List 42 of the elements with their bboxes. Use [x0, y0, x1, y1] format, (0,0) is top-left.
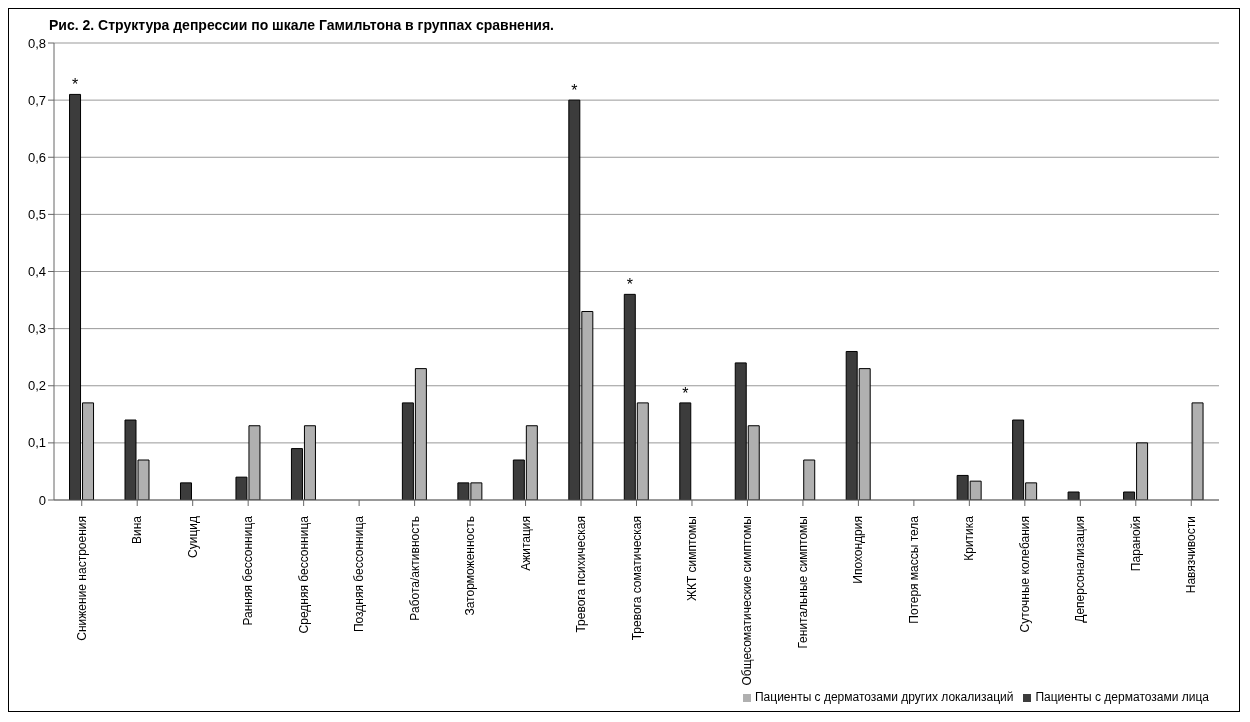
bar: [179, 482, 192, 500]
chart-title: Рис. 2. Структура депрессии по шкале Гамильтона в группах сравнения.: [49, 17, 555, 33]
y-tick-label: 0,3: [27, 321, 46, 337]
annotation: *: [682, 384, 689, 402]
y-tick-label: 0,5: [27, 206, 46, 222]
bar: [1067, 491, 1080, 500]
x-tick-label: Деперсонализация: [1073, 516, 1088, 623]
x-tick-label: Поздняя бессонница: [352, 515, 367, 633]
annotation: *: [626, 276, 633, 294]
x-tick-label: Работа/активность: [407, 516, 422, 621]
annotation: *: [571, 82, 578, 100]
y-tick-label: 0,1: [27, 435, 46, 451]
y-tick-label: 0,4: [27, 264, 46, 280]
bar: [679, 402, 692, 500]
x-tick-label: Генитальные симптомы: [795, 516, 810, 649]
x-tick-label: Ажитация: [518, 516, 533, 571]
x-tick-label: Заторможенность: [463, 516, 478, 616]
legend-label: Пациенты с дерматозами других локализаций: [754, 690, 1014, 704]
x-tick-label: Тревога психическая: [574, 516, 589, 633]
x-tick-label: Навязчивости: [1184, 516, 1199, 594]
y-tick-label: 0,2: [27, 378, 46, 394]
bar: [1191, 402, 1204, 500]
x-tick-label: ЖКТ симптомы: [684, 516, 699, 602]
x-tick-label: Снижение настроения: [74, 516, 89, 641]
legend-label: Пациенты с дерматозами лица: [1035, 690, 1209, 704]
y-tick-label: 0,8: [27, 35, 46, 51]
x-tick-label: Тревога соматическая: [629, 516, 644, 641]
x-tick-label: Критика: [962, 515, 977, 561]
x-tick-label: Вина: [130, 515, 145, 545]
bar: [803, 459, 816, 500]
x-tick-label: Потеря массы тела: [906, 515, 921, 624]
y-tick-label: 0: [38, 492, 46, 508]
y-tick-label: 0,6: [27, 149, 46, 165]
x-tick-label: Суточные колебания: [1017, 516, 1032, 633]
annotation: *: [71, 76, 79, 94]
x-tick-label: Ипохондрия: [851, 516, 866, 584]
x-tick-label: Ранняя бессонница: [241, 515, 256, 626]
x-tick-label: Паранойя: [1128, 516, 1143, 572]
x-tick-label: Средняя бессонница: [296, 515, 311, 634]
x-tick-label: Общесоматические симптомы: [740, 516, 755, 686]
y-tick-label: 0,7: [27, 92, 46, 108]
x-tick-label: Суицид: [185, 516, 200, 558]
